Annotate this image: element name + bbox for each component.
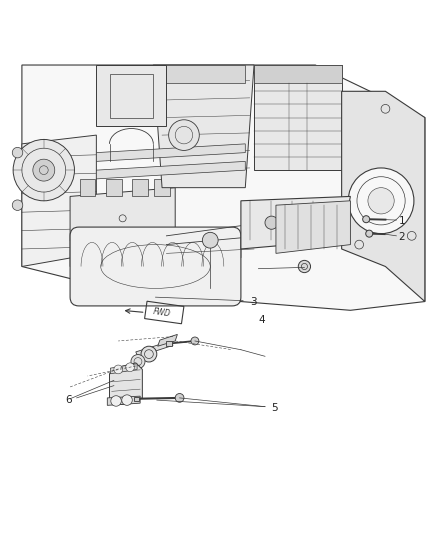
Circle shape <box>111 395 121 406</box>
Circle shape <box>141 346 157 362</box>
Text: 1: 1 <box>399 215 405 225</box>
Circle shape <box>366 230 373 237</box>
Polygon shape <box>154 179 170 197</box>
Circle shape <box>126 363 134 372</box>
Polygon shape <box>110 74 153 118</box>
Circle shape <box>169 120 199 150</box>
Circle shape <box>12 147 23 158</box>
Polygon shape <box>96 144 245 161</box>
Polygon shape <box>342 91 425 302</box>
Polygon shape <box>276 201 350 253</box>
Circle shape <box>300 212 313 225</box>
Polygon shape <box>22 135 96 266</box>
Polygon shape <box>153 65 254 188</box>
Circle shape <box>33 159 55 181</box>
Polygon shape <box>107 396 140 405</box>
Circle shape <box>175 393 184 402</box>
Text: 6: 6 <box>66 395 72 405</box>
Polygon shape <box>132 179 148 197</box>
Circle shape <box>13 140 74 201</box>
Circle shape <box>122 395 132 405</box>
Polygon shape <box>136 341 173 357</box>
Circle shape <box>114 365 123 374</box>
Polygon shape <box>70 240 241 266</box>
Polygon shape <box>70 188 175 240</box>
Text: 2: 2 <box>399 232 405 242</box>
Polygon shape <box>134 397 139 401</box>
Circle shape <box>191 337 199 345</box>
Polygon shape <box>162 65 245 83</box>
Polygon shape <box>110 364 137 374</box>
Polygon shape <box>106 179 122 197</box>
FancyBboxPatch shape <box>70 227 241 306</box>
Text: 5: 5 <box>272 402 278 413</box>
Polygon shape <box>241 197 350 249</box>
Circle shape <box>131 354 145 368</box>
Circle shape <box>12 200 23 211</box>
Polygon shape <box>166 342 172 346</box>
Circle shape <box>363 216 370 223</box>
Polygon shape <box>254 65 342 170</box>
Polygon shape <box>96 65 166 126</box>
Polygon shape <box>22 65 425 310</box>
Circle shape <box>348 168 414 233</box>
Polygon shape <box>80 179 95 197</box>
Circle shape <box>265 216 278 229</box>
Circle shape <box>298 260 311 273</box>
Polygon shape <box>254 65 342 83</box>
Circle shape <box>368 188 394 214</box>
Text: 4: 4 <box>258 315 265 325</box>
Text: 3: 3 <box>250 296 256 306</box>
Text: FWD: FWD <box>153 307 171 318</box>
Circle shape <box>202 232 218 248</box>
Polygon shape <box>96 161 245 179</box>
Polygon shape <box>158 334 177 346</box>
Polygon shape <box>110 363 142 405</box>
